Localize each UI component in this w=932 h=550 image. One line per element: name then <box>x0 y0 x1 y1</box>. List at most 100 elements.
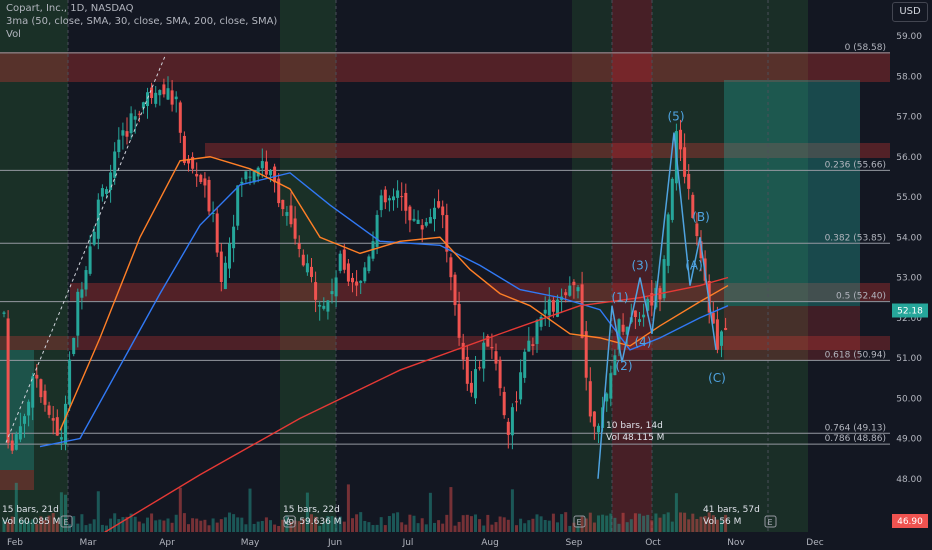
volume-bar <box>691 513 695 532</box>
volume-bar <box>178 487 182 532</box>
candle-body <box>379 195 383 211</box>
volume-bar <box>133 516 137 532</box>
candle-body <box>572 281 576 286</box>
candle-body <box>297 243 301 250</box>
volume-bar <box>64 494 67 532</box>
volume-bar <box>588 512 592 532</box>
volume-bar <box>412 515 416 532</box>
candle-body <box>474 369 477 399</box>
sma50-line <box>39 172 729 448</box>
volume-bar <box>18 520 22 532</box>
volume-bar <box>260 520 264 532</box>
time-tick: Apr <box>159 538 175 548</box>
volume-bar <box>187 524 190 532</box>
volume-bar <box>695 519 699 532</box>
volume-bar <box>166 518 170 532</box>
candle-body <box>6 318 10 443</box>
candle-body <box>543 309 547 314</box>
volume-bar <box>420 518 424 532</box>
candle-body <box>551 300 555 312</box>
fib-label: 0.786 (48.86) <box>825 434 886 444</box>
volume-bar <box>416 523 420 532</box>
candle-body <box>494 351 498 364</box>
volume-bar <box>10 516 14 532</box>
volume-bar <box>199 520 203 532</box>
candle-body <box>666 214 670 266</box>
candle-body <box>76 291 80 336</box>
volume-bar <box>59 492 63 532</box>
volume-bar <box>84 525 88 532</box>
volume-bar <box>715 519 719 532</box>
candle-body <box>248 176 252 178</box>
candle-body <box>650 293 654 306</box>
volume-bar <box>424 524 428 532</box>
candle-body <box>699 241 703 259</box>
volume-bar <box>252 523 256 532</box>
fibonacci-levels: 0 (58.58) 0.236 (55.66) 0.382 (53.85) 0.5 (… <box>0 43 890 445</box>
volume-bar <box>105 525 108 532</box>
volume-bar <box>396 512 400 532</box>
wave-label: (3) <box>632 258 649 272</box>
volume-bar <box>638 513 641 532</box>
candle-body <box>457 303 461 338</box>
candle-body <box>158 90 162 96</box>
candle-body <box>453 274 457 306</box>
price-tick: 57.00 <box>896 113 922 123</box>
symbol-title: Copart, Inc., 1D, NASDAQ <box>6 3 134 14</box>
candle-body <box>338 253 342 271</box>
volume-bar <box>711 515 715 532</box>
volume-bar <box>461 515 465 532</box>
zone <box>612 0 652 550</box>
candle-body <box>502 391 506 416</box>
volume-bar <box>285 515 289 532</box>
candle-body <box>597 425 600 433</box>
volume-bar <box>174 514 178 532</box>
candle-body <box>228 243 231 269</box>
candle-body <box>18 426 22 440</box>
indicator-legend[interactable]: 3ma (50, close, SMA, 30, close, SMA, 200… <box>6 16 278 27</box>
candle-body <box>662 259 666 299</box>
candle-body <box>2 312 6 314</box>
candle-body <box>150 87 154 99</box>
wave-label: (A) <box>685 258 703 272</box>
volume-bar <box>609 513 613 532</box>
price-tick: 50.00 <box>896 394 922 404</box>
volume-bar <box>547 520 551 532</box>
volume-bar <box>523 523 527 532</box>
volume-bar <box>687 519 691 532</box>
volume-bar <box>232 514 236 532</box>
zone <box>0 0 68 550</box>
volume-bar <box>629 519 633 532</box>
volume-bar <box>100 524 104 532</box>
price-tick: 56.00 <box>896 153 922 163</box>
volume-bar <box>371 525 375 532</box>
volume-bar <box>39 516 43 532</box>
zone <box>205 143 890 158</box>
volume-bar <box>2 519 6 532</box>
volume-bar <box>326 516 330 532</box>
candle-body <box>125 131 129 137</box>
current-price-value: 52.18 <box>897 307 923 317</box>
volume-bar <box>367 522 371 532</box>
price-tick: 51.00 <box>896 354 922 364</box>
time-tick: Feb <box>7 538 23 548</box>
candle-body <box>445 215 449 252</box>
volume-bar <box>564 512 568 532</box>
wave-label: (2) <box>616 359 633 373</box>
candle-body <box>207 179 211 212</box>
candle-body <box>392 196 395 201</box>
volume-bar <box>539 516 543 532</box>
candle-body <box>437 201 441 208</box>
volume-bar <box>129 513 133 532</box>
candle-body <box>506 421 510 435</box>
volume-bar <box>51 513 55 532</box>
wave-label: (B) <box>692 210 710 224</box>
volume-bars <box>2 482 728 532</box>
volume-legend[interactable]: Vol <box>6 29 21 40</box>
candle-body <box>23 416 26 424</box>
candle-body <box>539 316 543 327</box>
candle-body <box>396 190 400 198</box>
currency-button[interactable]: USD <box>892 2 928 22</box>
measure-vol-label: Vol 48.115 M <box>606 433 664 443</box>
